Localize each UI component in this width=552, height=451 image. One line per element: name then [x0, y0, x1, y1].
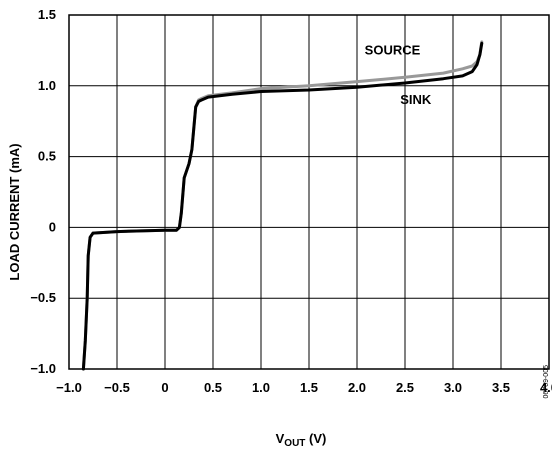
x-tick-label: 0 — [161, 380, 168, 395]
grid — [69, 15, 549, 369]
label-sink: SINK — [400, 92, 432, 107]
x-axis-title-main: V — [276, 431, 285, 446]
y-axis-title: LOAD CURRENT (mA) — [7, 143, 22, 280]
x-axis-ticks: −1.0 −0.5 0 0.5 1.0 1.5 2.0 2.5 3.0 3.5 4.0 — [56, 380, 552, 395]
x-tick-label: 1.0 — [252, 380, 270, 395]
y-tick-label: 0 — [49, 219, 56, 234]
x-axis-title-unit: (V) — [305, 431, 326, 446]
x-tick-label: 1.5 — [300, 380, 318, 395]
x-axis-title: VOUT (V) — [276, 431, 327, 449]
x-tick-label: −0.5 — [104, 380, 130, 395]
label-source: SOURCE — [365, 43, 421, 58]
y-tick-label: 1.0 — [38, 78, 56, 93]
series-sink-line — [81, 41, 484, 371]
figure-code: 06769-005 — [543, 365, 550, 399]
plot-frame — [68, 14, 550, 370]
y-tick-label: 1.5 — [38, 7, 56, 22]
x-tick-label: 3.0 — [444, 380, 462, 395]
y-tick-label: −1.0 — [30, 361, 56, 376]
x-axis-title-subscript: OUT — [284, 438, 305, 449]
series-labels: SOURCE SINK — [365, 43, 432, 108]
y-axis-ticks: −1.0 −0.5 0 0.5 1.0 1.5 — [30, 7, 56, 376]
y-tick-label: −0.5 — [30, 290, 56, 305]
y-tick-label: 0.5 — [38, 149, 56, 164]
x-tick-label: 4.0 — [540, 380, 552, 395]
x-tick-label: 2.0 — [348, 380, 366, 395]
series-lines — [81, 40, 484, 371]
x-tick-label: 3.5 — [492, 380, 510, 395]
x-tick-label: −1.0 — [56, 380, 82, 395]
x-tick-label: 2.5 — [396, 380, 414, 395]
x-tick-label: 0.5 — [204, 380, 222, 395]
